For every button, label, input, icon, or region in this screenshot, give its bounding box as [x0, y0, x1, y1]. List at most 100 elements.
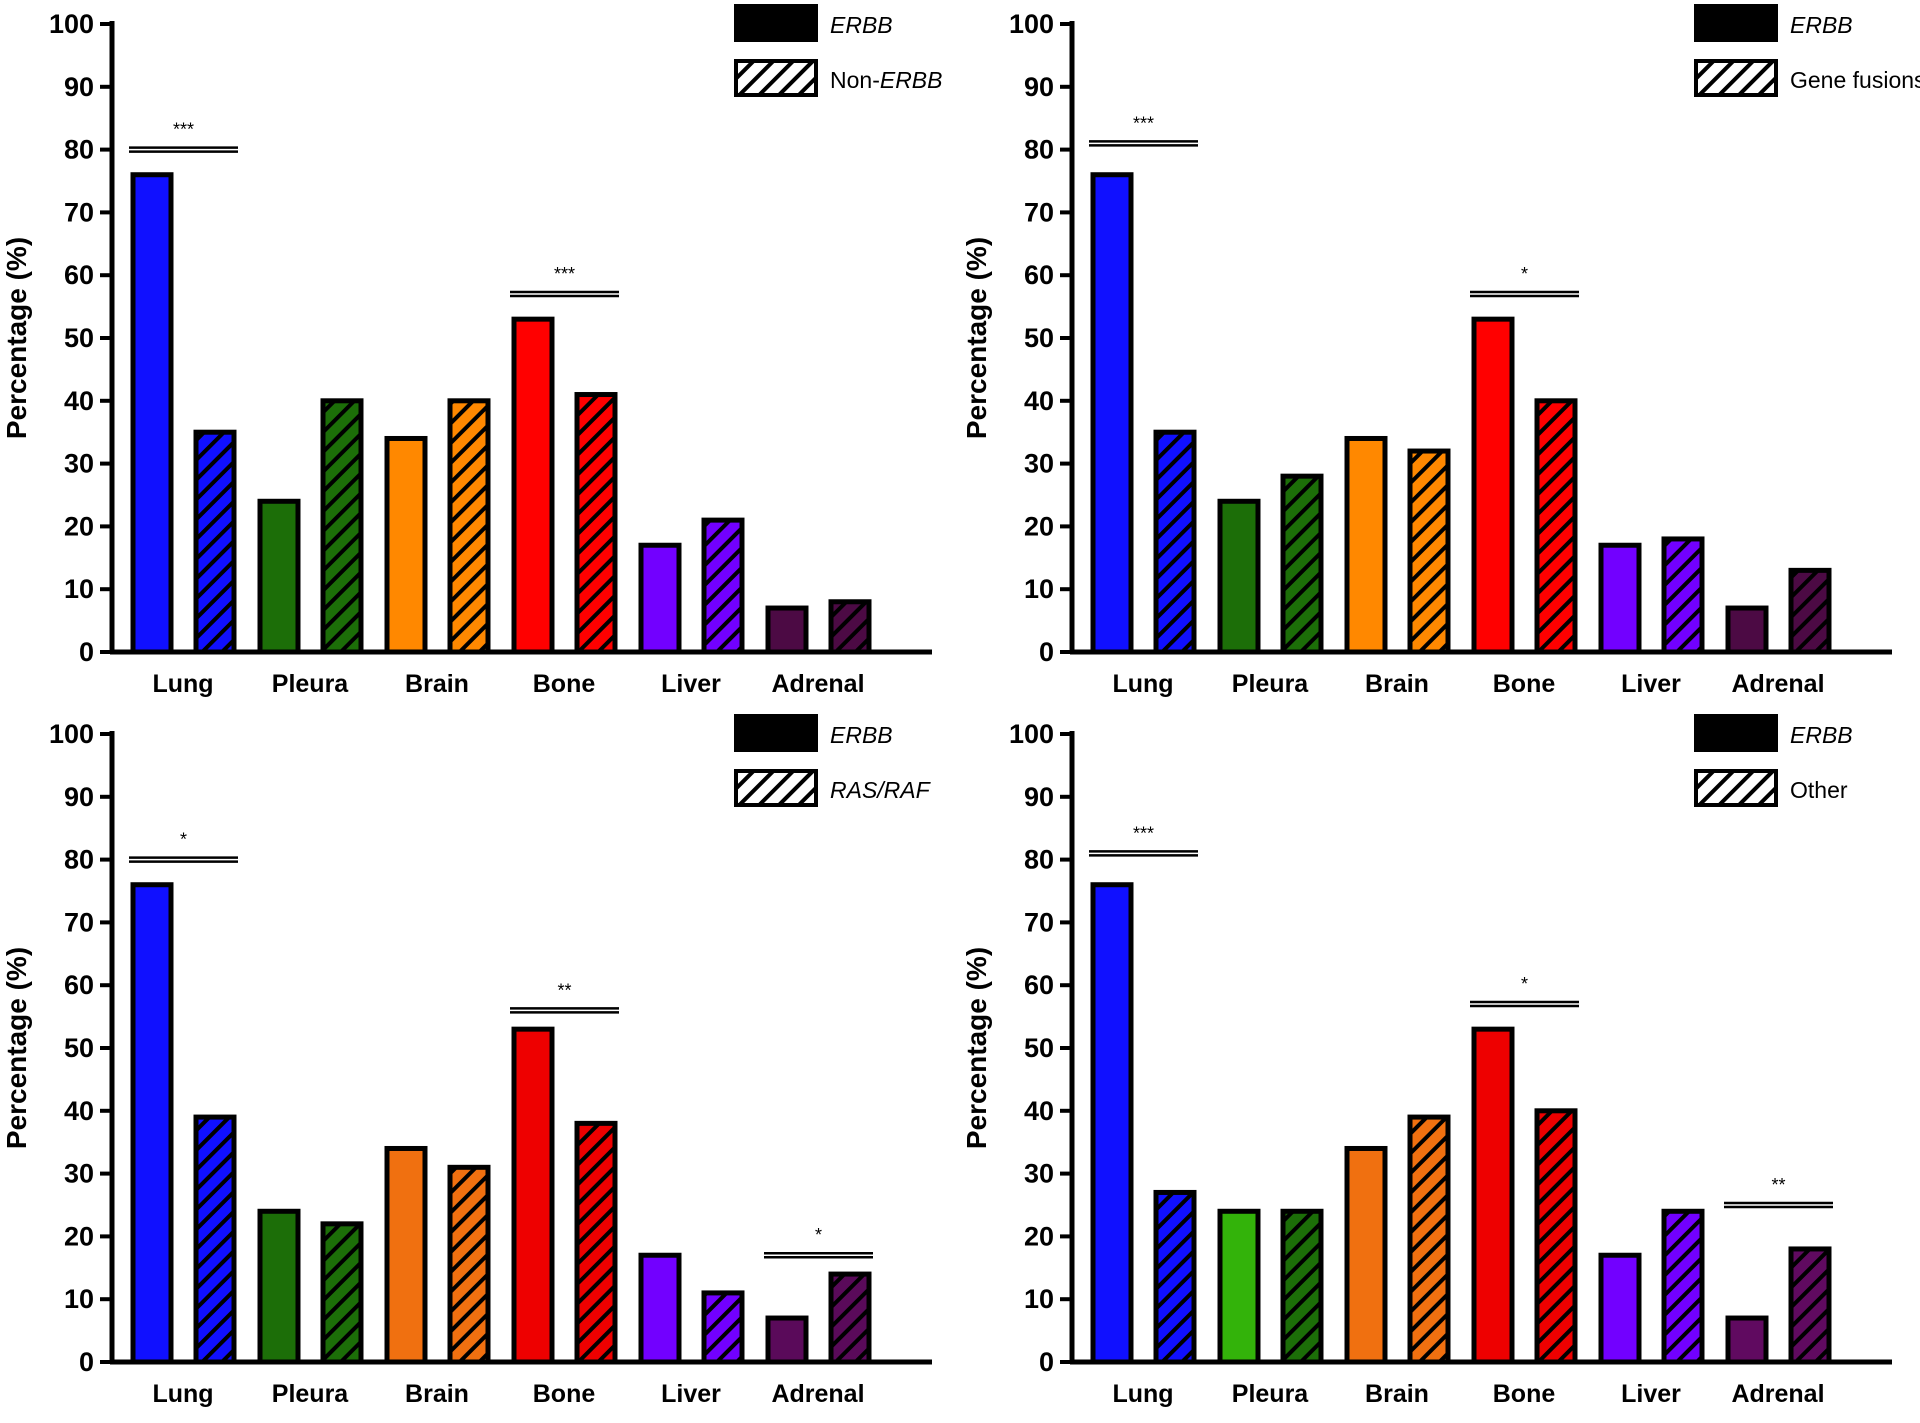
y-tick-label: 100	[49, 719, 94, 749]
bar-lung-series2	[193, 1114, 237, 1365]
x-tick-label: Brain	[405, 670, 469, 698]
bar-bone-series1	[511, 316, 555, 655]
x-tick-label: Lung	[152, 1380, 213, 1408]
y-tick-label: 0	[79, 1347, 94, 1377]
bar-liver-series1	[638, 542, 682, 655]
bar-adrenal-series2	[828, 1271, 872, 1365]
y-tick-label: 40	[64, 386, 94, 416]
legend-prefix: Non-	[830, 67, 880, 93]
significance-label: *	[180, 830, 187, 850]
bar-adrenal-series2	[828, 599, 872, 655]
y-tick-label: 20	[1024, 1221, 1054, 1251]
y-tick-label: 70	[1024, 907, 1054, 937]
bar-lung-series2	[193, 429, 237, 655]
y-tick-label: 40	[1024, 1096, 1054, 1126]
bar-liver-series2	[701, 517, 745, 655]
bar-brain-series2	[1407, 1114, 1451, 1365]
legend-swatch-1	[1694, 769, 1778, 807]
bar-liver-series1	[638, 1252, 682, 1365]
x-tick-label: Lung	[1112, 670, 1173, 698]
chart-panel-erbb-vs-non-erbb: 0 10 20 30 40 50 60 70 80 90 100 Percentage (%) Lung…	[0, 0, 960, 708]
legend-swatch-0	[1694, 4, 1778, 42]
bar-lung-series1	[1090, 172, 1134, 655]
y-tick-label: 20	[64, 1221, 94, 1251]
x-tick-label: Brain	[405, 1380, 469, 1408]
bar-pleura-series2	[320, 1221, 364, 1365]
x-tick-label: Pleura	[1232, 670, 1310, 698]
y-tick-label: 60	[64, 260, 94, 290]
legend-text: ERBB	[880, 67, 943, 93]
bar-bone-series1	[1471, 1026, 1515, 1365]
bar-liver-series2	[1661, 536, 1705, 655]
x-tick-label: Adrenal	[771, 1380, 864, 1408]
bar-pleura-series2	[320, 398, 364, 655]
y-tick-label: 30	[64, 1159, 94, 1189]
bar-bone-series2	[574, 1120, 618, 1365]
legend-swatch-1	[734, 59, 818, 97]
y-tick-label: 50	[64, 323, 94, 353]
legend-text: ERBB	[1790, 722, 1853, 748]
bar-adrenal-series1	[1725, 605, 1769, 655]
y-tick-label: 90	[1024, 782, 1054, 812]
chart-svg: 0 10 20 30 40 50 60 70 80 90 100 Percentage (%) Lung…	[961, 4, 1920, 698]
significance-label: **	[557, 980, 571, 1000]
y-tick-label: 90	[64, 72, 94, 102]
x-tick-label: Liver	[661, 1380, 721, 1408]
bar-lung-series2	[1153, 1189, 1197, 1365]
bar-adrenal-series1	[765, 605, 809, 655]
y-tick-label: 80	[64, 845, 94, 875]
bar-liver-series2	[701, 1290, 745, 1365]
x-tick-label: Adrenal	[1731, 670, 1824, 698]
y-tick-label: 0	[1039, 637, 1054, 667]
significance-label: ***	[1133, 823, 1154, 843]
bar-bone-series1	[1471, 316, 1515, 655]
x-tick-label: Liver	[1621, 1380, 1681, 1408]
bar-brain-series1	[1344, 1145, 1388, 1365]
y-tick-label: 10	[1024, 1284, 1054, 1314]
legend-label-1: Gene fusions	[1790, 67, 1920, 93]
x-tick-label: Bone	[1493, 1380, 1556, 1408]
y-tick-label: 70	[64, 907, 94, 937]
legend-swatch-0	[734, 714, 818, 752]
y-tick-label: 80	[1024, 845, 1054, 875]
y-tick-label: 90	[64, 782, 94, 812]
chart-panel-erbb-vs-other: 0 10 20 30 40 50 60 70 80 90 100 Percentage (%) Lung…	[960, 710, 1920, 1418]
y-tick-label: 50	[1024, 323, 1054, 353]
y-tick-label: 60	[64, 970, 94, 1000]
y-tick-label: 60	[1024, 970, 1054, 1000]
legend-text: ERBB	[830, 722, 893, 748]
bar-pleura-series1	[257, 1208, 301, 1365]
y-tick-label: 100	[1009, 9, 1054, 39]
x-tick-label: Brain	[1365, 670, 1429, 698]
y-tick-label: 80	[64, 135, 94, 165]
bar-lung-series1	[130, 172, 174, 655]
legend-label-1: RAS/RAF	[830, 777, 932, 803]
bar-pleura-series2	[1280, 473, 1324, 655]
legend-text: RAS/RAF	[830, 777, 932, 803]
y-tick-label: 20	[1024, 511, 1054, 541]
x-tick-label: Pleura	[272, 670, 350, 698]
legend-label-1: Non-ERBB	[830, 67, 943, 93]
x-tick-label: Lung	[1112, 1380, 1173, 1408]
legend-swatch-1	[734, 769, 818, 807]
bar-adrenal-series2	[1788, 1246, 1832, 1365]
x-tick-label: Bone	[533, 1380, 596, 1408]
bar-pleura-series2	[1280, 1208, 1324, 1365]
y-tick-label: 30	[1024, 1159, 1054, 1189]
x-tick-label: Pleura	[1232, 1380, 1310, 1408]
x-tick-label: Bone	[533, 670, 596, 698]
significance-label: ***	[554, 264, 575, 284]
y-tick-label: 70	[1024, 197, 1054, 227]
y-tick-label: 100	[1009, 719, 1054, 749]
bar-adrenal-series2	[1788, 567, 1832, 655]
bar-brain-series1	[384, 435, 428, 655]
legend-label-1: Other	[1790, 777, 1848, 803]
x-tick-label: Adrenal	[1731, 1380, 1824, 1408]
y-tick-label: 100	[49, 9, 94, 39]
x-tick-label: Adrenal	[771, 670, 864, 698]
bar-brain-series2	[1407, 448, 1451, 655]
y-axis-label: Percentage (%)	[961, 237, 992, 439]
y-tick-label: 10	[1024, 574, 1054, 604]
y-axis-label: Percentage (%)	[1, 947, 32, 1149]
bar-lung-series2	[1153, 429, 1197, 655]
